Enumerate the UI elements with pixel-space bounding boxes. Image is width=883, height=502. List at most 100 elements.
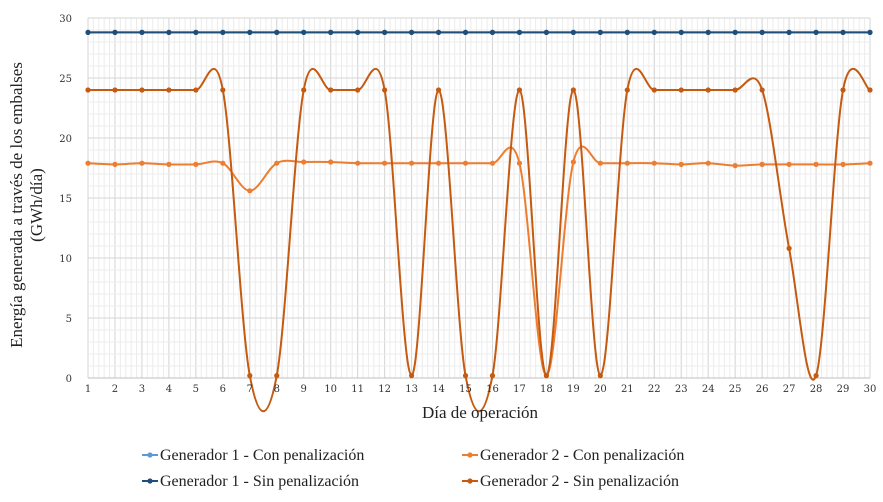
data-point bbox=[840, 29, 846, 35]
series-2 bbox=[85, 145, 873, 379]
x-tick-label: 9 bbox=[301, 384, 307, 395]
data-point bbox=[543, 29, 550, 35]
data-point bbox=[678, 29, 684, 35]
legend-item: Generador 2 - Sin penalización bbox=[462, 473, 679, 490]
data-point bbox=[247, 188, 253, 194]
data-point bbox=[85, 87, 91, 93]
x-tick-label: 19 bbox=[567, 384, 580, 395]
x-tick-label: 17 bbox=[513, 384, 526, 395]
x-tick-label: 15 bbox=[459, 384, 472, 395]
data-point bbox=[220, 29, 226, 35]
x-tick-label: 21 bbox=[621, 384, 634, 395]
data-point bbox=[651, 160, 657, 166]
x-tick-label: 12 bbox=[378, 384, 391, 395]
data-point bbox=[597, 160, 603, 166]
data-point bbox=[489, 29, 496, 35]
data-point bbox=[840, 87, 846, 93]
y-tick-label: 5 bbox=[66, 314, 72, 325]
y-axis-title-line1: Energía generada a través de los embalse… bbox=[7, 62, 26, 348]
data-point bbox=[112, 161, 118, 167]
x-tick-label: 24 bbox=[702, 384, 715, 395]
data-point bbox=[678, 161, 684, 167]
tick-labels: 1 2 3 4 5 6 7 8 9 10 11 12 13 14 15 16 17 18 19 20 21 22 23 24 2… bbox=[59, 14, 876, 395]
y-tick-label: 10 bbox=[59, 254, 72, 265]
data-point bbox=[193, 29, 199, 35]
x-tick-label: 8 bbox=[274, 384, 280, 395]
y-tick-label: 0 bbox=[66, 374, 72, 385]
data-point bbox=[112, 87, 118, 93]
data-point bbox=[786, 161, 792, 167]
x-tick-label: 5 bbox=[193, 384, 199, 395]
legend-swatch-marker bbox=[147, 478, 153, 484]
data-point bbox=[597, 29, 603, 35]
x-tick-label: 25 bbox=[729, 384, 742, 395]
data-point bbox=[732, 87, 738, 93]
data-point bbox=[705, 160, 711, 166]
data-point bbox=[382, 29, 388, 35]
data-point bbox=[813, 29, 819, 35]
legend-item: Generador 1 - Con penalización bbox=[142, 447, 364, 464]
data-point bbox=[435, 87, 442, 93]
data-point bbox=[139, 87, 145, 93]
data-point bbox=[166, 87, 172, 93]
data-point bbox=[220, 87, 226, 93]
data-point bbox=[274, 373, 280, 379]
x-tick-label: 23 bbox=[675, 384, 688, 395]
data-point bbox=[435, 160, 442, 166]
data-point bbox=[355, 160, 361, 166]
data-point bbox=[139, 160, 145, 166]
data-point bbox=[678, 87, 684, 93]
data-point bbox=[462, 160, 469, 166]
x-tick-label: 3 bbox=[139, 384, 145, 395]
data-point bbox=[759, 87, 765, 93]
data-point bbox=[408, 373, 415, 379]
x-tick-label: 11 bbox=[351, 384, 364, 395]
data-point bbox=[516, 29, 523, 35]
data-point bbox=[85, 29, 91, 35]
legend-label: Generador 1 - Sin penalización bbox=[160, 473, 359, 490]
series-4 bbox=[85, 67, 873, 413]
x-tick-label: 16 bbox=[486, 384, 499, 395]
y-axis-title-line2: (GWh/día) bbox=[27, 168, 46, 242]
series-line bbox=[88, 67, 871, 413]
legend-label: Generador 2 - Con penalización bbox=[480, 447, 684, 464]
data-point bbox=[328, 87, 334, 93]
data-point bbox=[462, 29, 469, 35]
x-tick-label: 7 bbox=[247, 384, 253, 395]
data-point bbox=[624, 87, 630, 93]
x-tick-label: 10 bbox=[324, 384, 337, 395]
x-tick-label: 13 bbox=[405, 384, 418, 395]
data-point bbox=[732, 163, 738, 169]
x-tick-label: 4 bbox=[166, 384, 172, 395]
data-point bbox=[355, 29, 361, 35]
legend: Generador 1 - Con penalización Generador … bbox=[142, 447, 684, 490]
legend-swatch-marker bbox=[467, 452, 473, 458]
data-point bbox=[85, 160, 91, 166]
data-point bbox=[462, 373, 469, 379]
data-point bbox=[408, 29, 415, 35]
data-point bbox=[166, 29, 172, 35]
y-tick-label: 25 bbox=[59, 74, 72, 85]
data-point bbox=[786, 245, 792, 251]
x-tick-label: 22 bbox=[648, 384, 661, 395]
series-line bbox=[87, 145, 871, 377]
series-layer bbox=[85, 29, 873, 413]
data-point bbox=[570, 87, 576, 93]
data-point bbox=[651, 87, 657, 93]
x-tick-label: 20 bbox=[594, 384, 607, 395]
data-point bbox=[867, 29, 873, 35]
y-axis-title-group: Energía generada a través de los embalse… bbox=[7, 62, 46, 348]
data-point bbox=[301, 29, 307, 35]
data-point bbox=[759, 161, 765, 167]
data-point bbox=[570, 159, 576, 165]
x-tick-label: 30 bbox=[864, 384, 877, 395]
data-point bbox=[489, 373, 496, 379]
data-point bbox=[624, 29, 630, 35]
data-point bbox=[274, 29, 280, 35]
series-3 bbox=[85, 29, 873, 35]
legend-label: Generador 1 - Con penalización bbox=[160, 447, 364, 464]
data-point bbox=[220, 160, 226, 166]
data-point bbox=[597, 373, 603, 379]
data-point bbox=[732, 29, 738, 35]
